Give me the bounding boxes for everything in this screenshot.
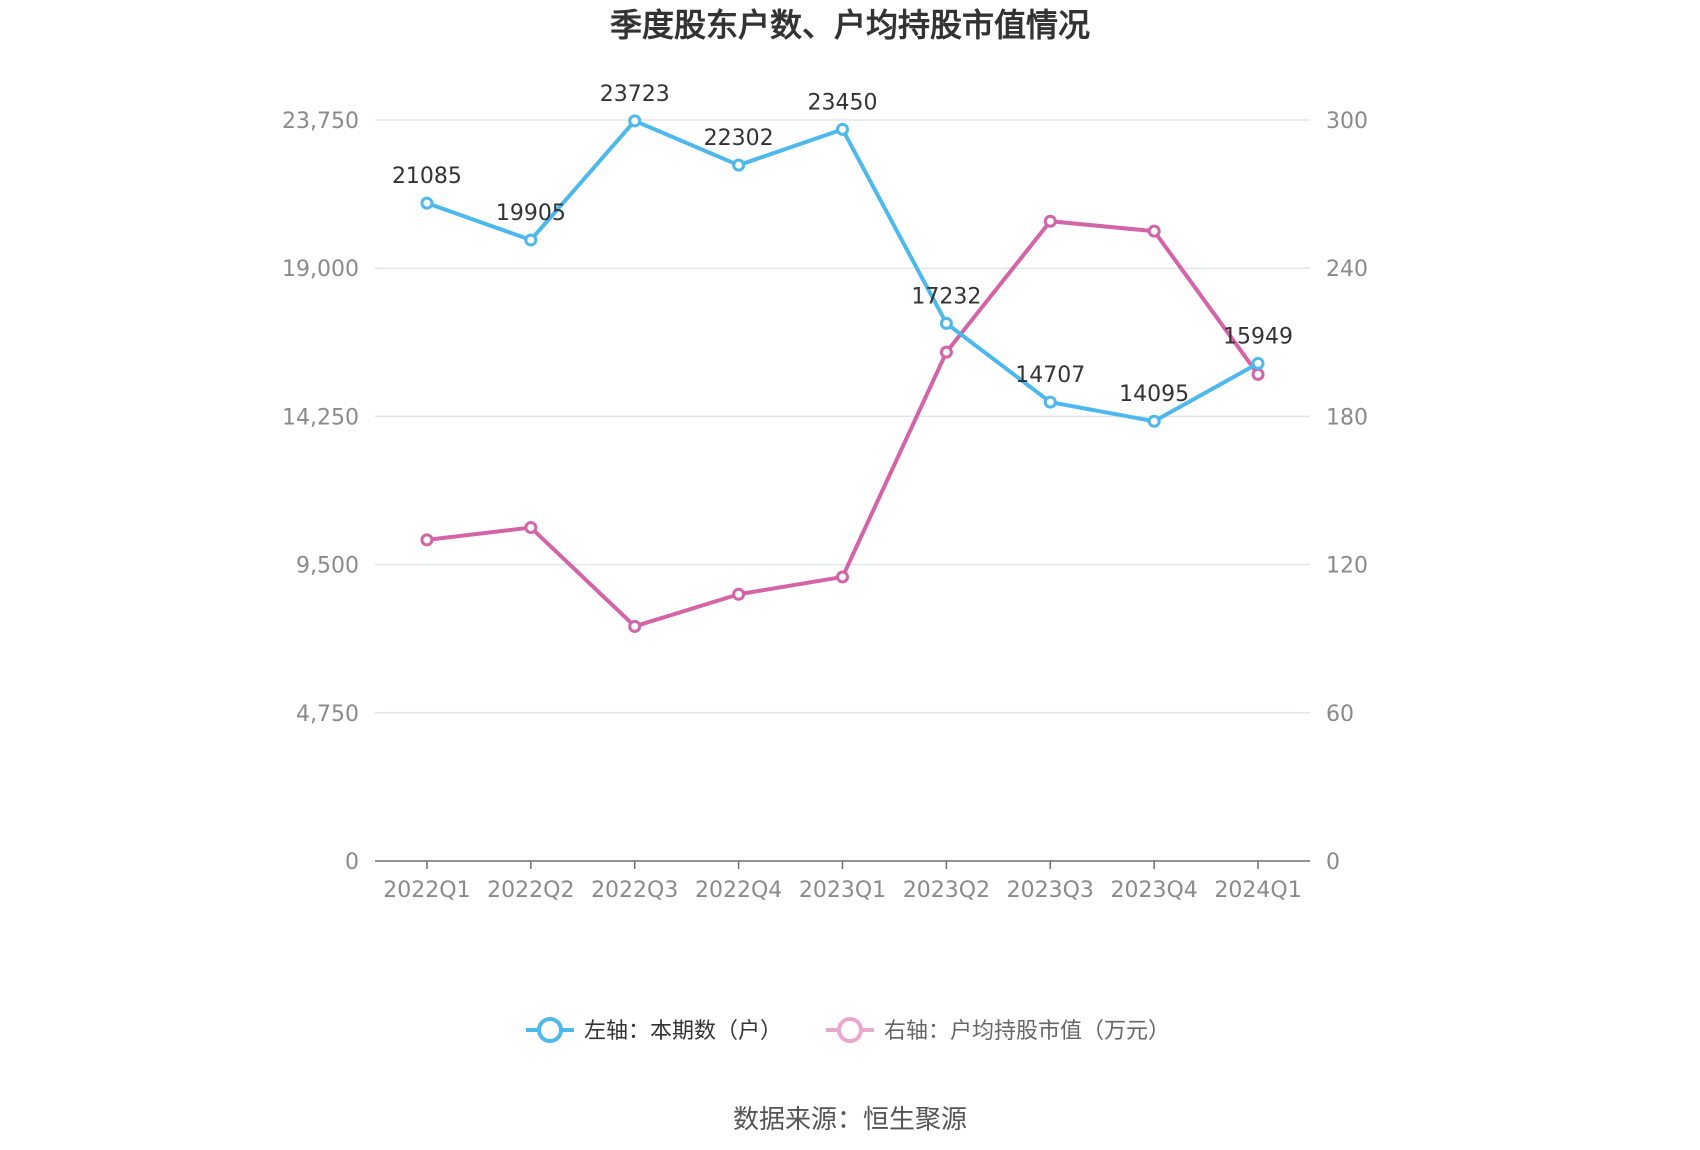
left-axis-tick-label: 14,250 bbox=[282, 405, 359, 430]
x-axis-tick-label: 2024Q1 bbox=[1214, 878, 1301, 903]
data-label: 14707 bbox=[1015, 363, 1085, 388]
data-point-left[interactable] bbox=[939, 316, 953, 330]
left-axis-tick-label: 19,000 bbox=[282, 257, 359, 282]
x-axis-tick-label: 2023Q3 bbox=[1007, 878, 1094, 903]
left-axis-tick-label: 4,750 bbox=[296, 702, 359, 727]
x-axis-tick-label: 2023Q4 bbox=[1111, 878, 1198, 903]
data-point-left[interactable] bbox=[524, 233, 538, 247]
legend-label-left: 左轴：本期数（户） bbox=[584, 1019, 782, 1044]
data-point-left[interactable] bbox=[1251, 356, 1265, 370]
data-labels: 21085 19905 23723 22302 23450 17232 14707 14095… bbox=[392, 82, 1293, 407]
x-axis-tick-label: 2022Q3 bbox=[591, 878, 678, 903]
legend-marker-left-icon bbox=[537, 1017, 563, 1043]
data-point-right[interactable] bbox=[1147, 224, 1161, 238]
right-axis-tick-label: 300 bbox=[1326, 109, 1368, 134]
data-label: 23723 bbox=[600, 82, 670, 107]
right-axis-tick-label: 0 bbox=[1326, 850, 1340, 875]
data-label: 15949 bbox=[1223, 324, 1293, 349]
series-line-left bbox=[426, 118, 1260, 424]
legend-item-left-axis[interactable]: 左轴：本期数（户） bbox=[526, 1017, 782, 1044]
left-axis-tick-label: 23,750 bbox=[282, 109, 359, 134]
right-axis-tick-label: 60 bbox=[1326, 702, 1354, 727]
chart-title: 季度股东户数、户均持股市值情况 bbox=[610, 6, 1090, 44]
data-label: 14095 bbox=[1119, 382, 1189, 407]
data-point-right[interactable] bbox=[836, 570, 849, 584]
data-point-right[interactable] bbox=[939, 345, 953, 359]
data-source: 数据来源：恒生聚源 bbox=[733, 1105, 967, 1135]
legend-item-right-axis[interactable]: 右轴：户均持股市值（万元） bbox=[826, 1017, 1170, 1044]
data-point-left[interactable] bbox=[732, 158, 746, 172]
x-axis-tick-label: 2022Q1 bbox=[383, 878, 470, 903]
data-point-right[interactable] bbox=[628, 619, 642, 633]
data-point-right[interactable] bbox=[1251, 367, 1265, 381]
right-axis-tick-label: 120 bbox=[1326, 554, 1368, 579]
legend-label-right: 右轴：户均持股市值（万元） bbox=[884, 1019, 1170, 1044]
series-line-right bbox=[426, 219, 1260, 629]
data-point-right[interactable] bbox=[1043, 214, 1057, 228]
x-axis-tick-label: 2023Q1 bbox=[799, 878, 886, 903]
data-point-left[interactable] bbox=[1147, 414, 1161, 428]
x-axis-tick-label: 2022Q2 bbox=[487, 878, 574, 903]
data-label: 22302 bbox=[704, 126, 774, 151]
legend-marker-right-icon bbox=[837, 1017, 863, 1043]
data-point-right[interactable] bbox=[732, 587, 746, 601]
data-label: 21085 bbox=[392, 164, 462, 189]
data-point-left[interactable] bbox=[628, 114, 642, 128]
data-point-right[interactable] bbox=[524, 521, 538, 535]
data-point-left[interactable] bbox=[1043, 395, 1057, 409]
data-label: 17232 bbox=[911, 284, 981, 309]
data-point-left[interactable] bbox=[420, 196, 434, 210]
right-axis-tick-label: 180 bbox=[1326, 405, 1368, 430]
data-point-left[interactable] bbox=[836, 122, 849, 136]
data-point-right[interactable] bbox=[420, 533, 434, 547]
right-axis-tick-label: 240 bbox=[1326, 257, 1368, 282]
grid-lines bbox=[375, 119, 1310, 714]
series-layer bbox=[420, 114, 1265, 633]
data-label: 23450 bbox=[808, 90, 878, 115]
left-axis-tick-label: 9,500 bbox=[296, 554, 359, 579]
axes: 0 4,750 9,500 14,250 19,000 23,750 0 60 120 180 24… bbox=[282, 109, 1368, 903]
x-axis-tick-label: 2023Q2 bbox=[903, 878, 990, 903]
legend[interactable]: 左轴：本期数（户） 右轴：户均持股市值（万元） bbox=[526, 1017, 1170, 1044]
x-axis-tick-label: 2022Q4 bbox=[695, 878, 782, 903]
left-axis-tick-label: 0 bbox=[345, 850, 359, 875]
data-label: 19905 bbox=[496, 201, 566, 226]
